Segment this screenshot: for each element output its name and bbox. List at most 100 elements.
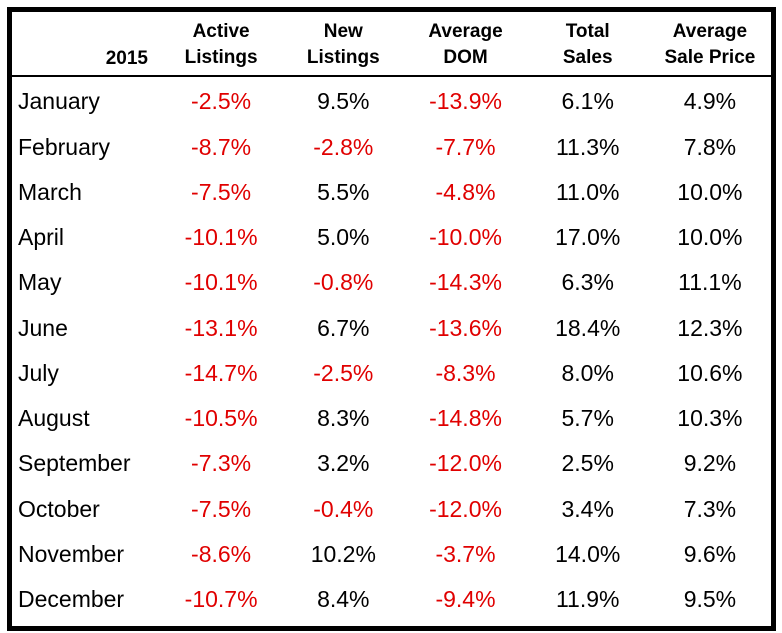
month-cell: January	[18, 88, 100, 115]
value-cell: -10.1%	[184, 269, 258, 296]
value-cell: 14.0%	[555, 540, 621, 567]
column-header-average-sale-price: Average Sale Price	[649, 19, 771, 70]
header-line-1: Total	[565, 21, 610, 42]
month-cell: February	[18, 133, 111, 160]
value-cell: 9.5%	[683, 585, 737, 612]
value-cell: -7.7%	[435, 133, 496, 160]
value-cell: -8.7%	[191, 133, 252, 160]
table-row: September -7.3% 3.2% -12.0% 2.5% 9.2%	[12, 441, 771, 486]
value-cell: -3.7%	[435, 540, 496, 567]
month-cell: October	[18, 495, 100, 522]
value-cell: -14.7%	[184, 359, 258, 386]
value-cell: -14.3%	[429, 269, 502, 296]
value-cell: -12.0%	[429, 495, 502, 522]
month-cell: May	[18, 269, 62, 296]
value-cell: 10.3%	[677, 405, 743, 432]
value-cell: 7.8%	[683, 133, 737, 160]
table-row: February -8.7% -2.8% -7.7% 11.3% 7.8%	[12, 125, 771, 170]
value-cell: 8.4%	[317, 585, 370, 612]
value-cell: -2.5%	[191, 88, 252, 115]
value-cell: -2.8%	[313, 133, 374, 160]
value-cell: 10.0%	[677, 224, 743, 251]
month-cell: March	[18, 178, 82, 205]
header-line-2: Listings	[306, 46, 380, 68]
month-cell: June	[18, 314, 68, 341]
value-cell: 5.7%	[561, 405, 614, 432]
value-cell: 11.9%	[555, 585, 620, 612]
column-header-total-sales: Total Sales	[527, 19, 649, 70]
value-cell: 7.3%	[683, 495, 737, 522]
table-row: March -7.5% 5.5% -4.8% 11.0% 10.0%	[12, 170, 771, 215]
header-line-1: Average	[428, 21, 503, 42]
value-cell: -0.4%	[313, 495, 374, 522]
value-cell: -13.1%	[184, 314, 258, 341]
table-row: January -2.5% 9.5% -13.9% 6.1% 4.9%	[12, 79, 771, 124]
value-cell: 10.6%	[677, 359, 743, 386]
month-cell: December	[18, 585, 125, 612]
value-cell: 11.3%	[555, 133, 620, 160]
value-cell: 8.0%	[561, 359, 614, 386]
table-row: December -10.7% 8.4% -9.4% 11.9% 9.5%	[12, 577, 771, 622]
year-header: 2015	[105, 48, 148, 70]
value-cell: -0.8%	[313, 269, 374, 296]
header-line-1: Active	[192, 21, 250, 42]
month-cell: September	[18, 450, 131, 477]
value-cell: -12.0%	[429, 450, 502, 477]
column-header-active-listings: Active Listings	[160, 19, 282, 70]
value-cell: 5.0%	[317, 224, 370, 251]
value-cell: 10.2%	[310, 540, 376, 567]
table-row: April -10.1% 5.0% -10.0% 17.0% 10.0%	[12, 215, 771, 260]
table-row: July -14.7% -2.5% -8.3% 8.0% 10.6%	[12, 351, 771, 396]
table-row: August -10.5% 8.3% -14.8% 5.7% 10.3%	[12, 396, 771, 441]
value-cell: -2.5%	[313, 359, 374, 386]
table-row: November -8.6% 10.2% -3.7% 14.0% 9.6%	[12, 532, 771, 577]
value-cell: 2.5%	[561, 450, 614, 477]
value-cell: -13.6%	[429, 314, 502, 341]
month-cell: November	[18, 540, 125, 567]
header-line-1: New	[323, 21, 363, 42]
value-cell: 9.5%	[317, 88, 370, 115]
value-cell: 6.7%	[317, 314, 370, 341]
value-cell: -7.5%	[191, 178, 252, 205]
value-cell: 8.3%	[317, 405, 370, 432]
value-cell: 18.4%	[555, 314, 621, 341]
value-cell: -10.0%	[429, 224, 502, 251]
value-cell: 11.0%	[555, 178, 620, 205]
value-cell: -9.4%	[435, 585, 496, 612]
header-line-2: DOM	[443, 46, 488, 68]
header-line-2: Listings	[184, 46, 258, 68]
header-line-2: Sale Price	[664, 46, 756, 68]
month-cell: August	[18, 405, 90, 432]
value-cell: 10.0%	[677, 178, 743, 205]
table-row: May -10.1% -0.8% -14.3% 6.3% 11.1%	[12, 260, 771, 305]
value-cell: -10.1%	[184, 224, 258, 251]
value-cell: -7.5%	[191, 495, 252, 522]
header-row: 2015 Active Listings New Listings Averag…	[12, 12, 771, 78]
month-cell: April	[18, 224, 65, 251]
value-cell: 6.1%	[561, 88, 614, 115]
value-cell: 3.4%	[561, 495, 614, 522]
value-cell: 3.2%	[317, 450, 370, 477]
value-cell: -10.7%	[184, 585, 258, 612]
month-cell: July	[18, 359, 59, 386]
metrics-table: 2015 Active Listings New Listings Averag…	[7, 7, 776, 631]
value-cell: 9.6%	[683, 540, 737, 567]
value-cell: -13.9%	[429, 88, 502, 115]
value-cell: 11.1%	[678, 269, 742, 296]
table-body: January -2.5% 9.5% -13.9% 6.1% 4.9% February -8…	[12, 77, 771, 626]
value-cell: -10.5%	[184, 405, 258, 432]
value-cell: 4.9%	[683, 88, 737, 115]
value-cell: -7.3%	[191, 450, 252, 477]
table-row: October -7.5% -0.4% -12.0% 3.4% 7.3%	[12, 486, 771, 531]
table-row: June -13.1% 6.7% -13.6% 18.4% 12.3%	[12, 305, 771, 350]
header-line-1: Average	[672, 21, 748, 42]
value-cell: 6.3%	[561, 269, 614, 296]
value-cell: -8.3%	[435, 359, 496, 386]
value-cell: -14.8%	[429, 405, 502, 432]
column-header-new-listings: New Listings	[282, 19, 404, 70]
value-cell: -8.6%	[191, 540, 252, 567]
value-cell: -4.8%	[435, 178, 496, 205]
value-cell: 12.3%	[677, 314, 743, 341]
value-cell: 9.2%	[683, 450, 737, 477]
header-line-2: Sales	[562, 46, 613, 68]
